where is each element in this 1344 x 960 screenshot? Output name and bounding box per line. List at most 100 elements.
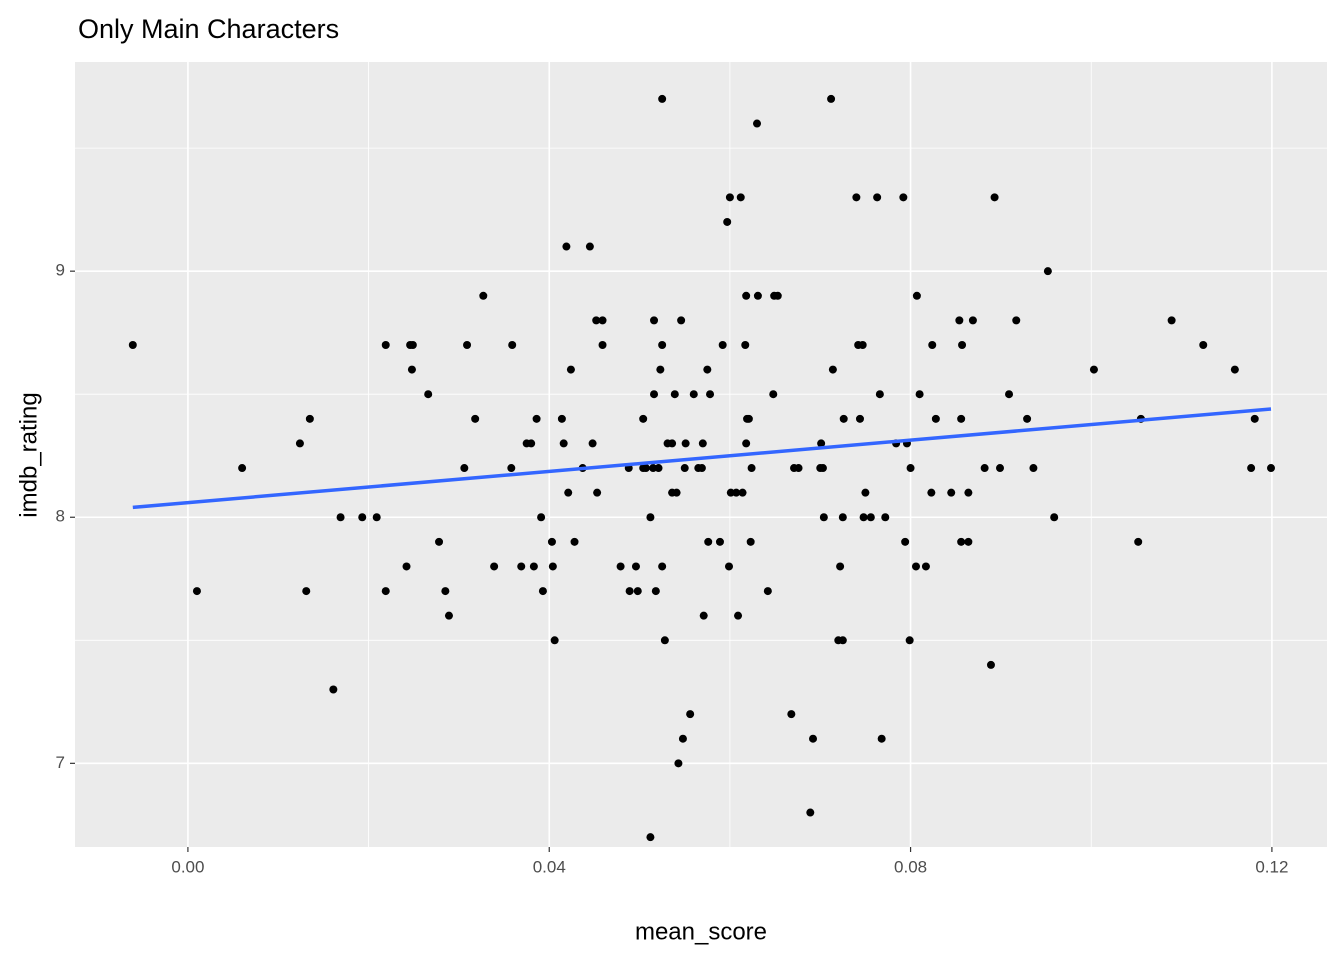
x-tick-label: 0.04 (533, 857, 566, 876)
point (490, 562, 499, 571)
point (381, 340, 390, 349)
point (1167, 316, 1176, 325)
point (818, 464, 827, 473)
point (877, 734, 886, 743)
point (881, 513, 890, 522)
point (538, 587, 547, 596)
point (990, 193, 999, 202)
point (302, 587, 311, 596)
point (658, 562, 667, 571)
point (670, 390, 679, 399)
point (809, 734, 818, 743)
point (1230, 365, 1239, 374)
point (547, 537, 556, 546)
point (794, 464, 803, 473)
y-tick-label: 7 (56, 753, 65, 772)
point (598, 340, 607, 349)
point (650, 316, 659, 325)
point (873, 193, 882, 202)
point (1250, 414, 1259, 423)
point (336, 513, 345, 522)
point (827, 94, 836, 103)
point (639, 414, 648, 423)
point (955, 316, 964, 325)
point (912, 291, 921, 300)
point (980, 464, 989, 473)
point (1005, 390, 1014, 399)
point (566, 365, 575, 374)
point (852, 193, 861, 202)
point (763, 587, 772, 596)
point (238, 464, 247, 473)
point (773, 291, 782, 300)
point (1029, 464, 1038, 473)
point (651, 587, 660, 596)
point (875, 390, 884, 399)
point (460, 464, 469, 473)
x-axis-title: mean_score (635, 918, 767, 945)
point (592, 316, 601, 325)
point (424, 390, 433, 399)
point (550, 636, 559, 645)
point (753, 291, 762, 300)
point (725, 193, 734, 202)
point (650, 390, 659, 399)
point (753, 119, 762, 128)
point (1012, 316, 1021, 325)
point (958, 340, 967, 349)
y-tick-label: 8 (56, 507, 65, 526)
point (192, 587, 201, 596)
point (957, 414, 966, 423)
point (329, 685, 338, 694)
point (646, 513, 655, 522)
point (787, 710, 796, 719)
point (625, 587, 634, 596)
point (858, 340, 867, 349)
point (559, 439, 568, 448)
point (672, 488, 681, 497)
point (656, 365, 665, 374)
point (358, 513, 367, 522)
point (995, 464, 1004, 473)
point (744, 414, 753, 423)
point (1134, 537, 1143, 546)
point (741, 340, 750, 349)
point (588, 439, 597, 448)
point (986, 660, 995, 669)
point (633, 587, 642, 596)
point (734, 611, 743, 620)
point (305, 414, 314, 423)
point (658, 340, 667, 349)
point (742, 439, 751, 448)
point (681, 439, 690, 448)
point (408, 340, 417, 349)
point (968, 316, 977, 325)
point (1043, 267, 1052, 276)
point (529, 562, 538, 571)
point (706, 390, 715, 399)
point (859, 513, 868, 522)
point (697, 464, 706, 473)
point (769, 390, 778, 399)
point (471, 414, 480, 423)
point (964, 488, 973, 497)
point (699, 611, 708, 620)
point (631, 562, 640, 571)
x-tick-label: 0.00 (171, 857, 204, 876)
point (911, 562, 920, 571)
y-tick-label: 9 (56, 261, 65, 280)
point (407, 365, 416, 374)
point (564, 488, 573, 497)
point (677, 316, 686, 325)
chart-title: Only Main Characters (78, 14, 339, 44)
point (819, 513, 828, 522)
point (828, 365, 837, 374)
point (668, 439, 677, 448)
point (838, 513, 847, 522)
point (715, 537, 724, 546)
point (680, 464, 689, 473)
point (817, 439, 826, 448)
point (654, 464, 663, 473)
point (736, 193, 745, 202)
